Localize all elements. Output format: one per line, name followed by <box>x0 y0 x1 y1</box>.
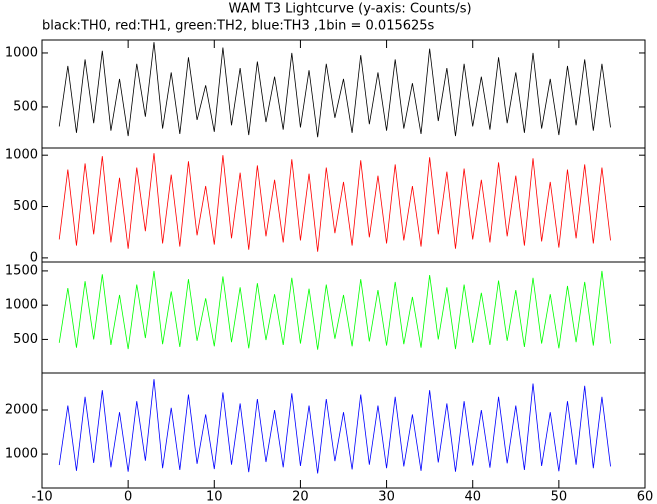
panel-frame <box>41 372 646 489</box>
x-tick-label: 30 <box>378 490 395 504</box>
chart-title: WAM T3 Lightcurve (y-axis: Counts/s) <box>228 2 471 17</box>
y-tick-label: 500 <box>13 199 38 214</box>
y-tick-label: 0 <box>30 250 38 265</box>
x-tick-label: 10 <box>206 490 223 504</box>
x-tick-label: -10 <box>31 490 52 504</box>
panel-frame <box>41 39 646 149</box>
x-tick-label: 0 <box>124 490 132 504</box>
series-line <box>58 270 611 350</box>
y-tick-label: 1500 <box>5 263 38 278</box>
series-line <box>58 379 611 474</box>
x-tick-label: 40 <box>464 490 481 504</box>
y-tick-label: 1000 <box>5 148 38 163</box>
y-tick-label: 1000 <box>5 45 38 60</box>
y-tick-label: 500 <box>13 99 38 114</box>
x-tick-label: 50 <box>551 490 568 504</box>
y-tick-label: 1000 <box>5 447 38 462</box>
chart-subtitle: black:TH0, red:TH1, green:TH2, blue:TH3 … <box>42 19 435 34</box>
x-tick-label: 20 <box>292 490 309 504</box>
y-tick-label: 2000 <box>5 403 38 418</box>
y-tick-label: 1000 <box>5 298 38 313</box>
series-line <box>58 153 611 252</box>
x-tick-label: 60 <box>637 490 654 504</box>
y-tick-label: 500 <box>13 332 38 347</box>
series-line <box>58 42 611 138</box>
